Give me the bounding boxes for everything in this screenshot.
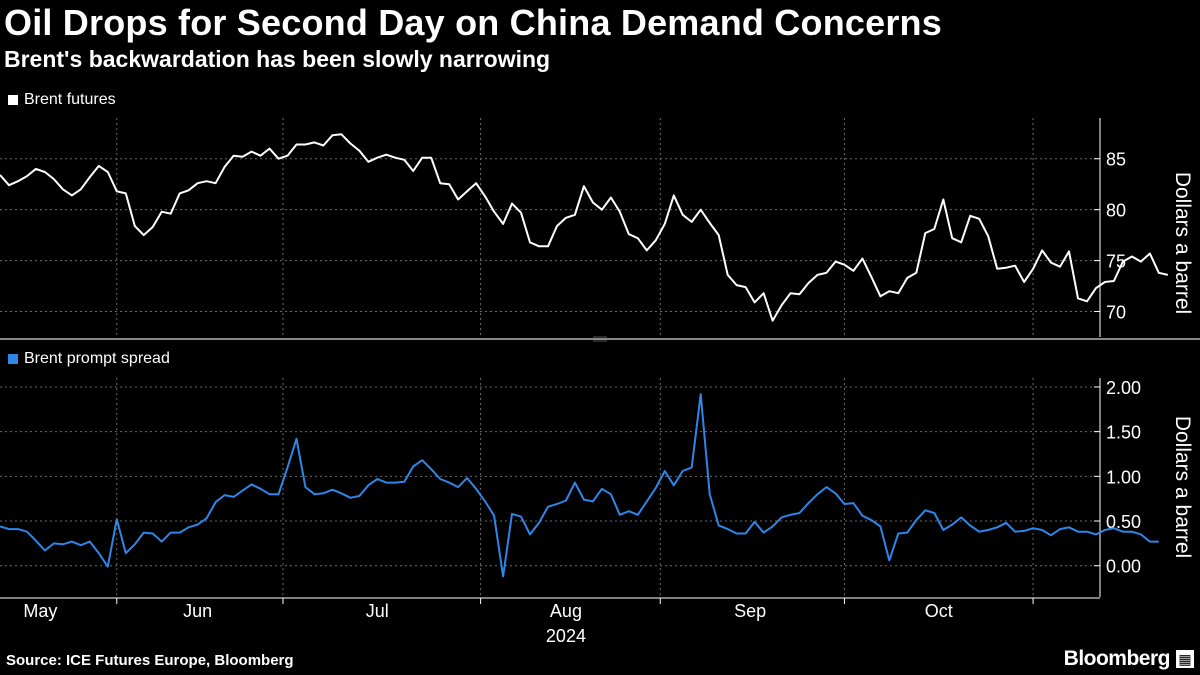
terminal-icon: ▦ bbox=[1176, 650, 1194, 668]
spread-ytick-label: 1.00 bbox=[1106, 467, 1141, 487]
legend-label-brent: Brent futures bbox=[24, 91, 116, 108]
source-note: Source: ICE Futures Europe, Bloomberg bbox=[6, 652, 294, 669]
x-month-label: Sep bbox=[734, 601, 766, 621]
legend-brent-futures: Brent futures bbox=[8, 91, 116, 109]
top-y-axis-label: Dollars a barrel bbox=[1171, 172, 1194, 314]
brent-spread-line bbox=[0, 393, 1159, 578]
x-year-label: 2024 bbox=[546, 626, 586, 646]
x-month-label: Oct bbox=[925, 601, 953, 621]
legend-swatch-spread bbox=[8, 354, 18, 364]
legend-label-spread: Brent prompt spread bbox=[24, 350, 170, 367]
brent-futures-line bbox=[0, 133, 1169, 322]
data-points bbox=[0, 134, 1168, 577]
chart-title: Oil Drops for Second Day on China Demand… bbox=[4, 2, 942, 43]
chart-subtitle: Brent's backwardation has been slowly na… bbox=[4, 46, 551, 72]
spread-ytick-label: 1.50 bbox=[1106, 423, 1141, 443]
x-month-label: Jun bbox=[183, 601, 212, 621]
x-month-label: May bbox=[23, 601, 57, 621]
spread-ytick-label: 2.00 bbox=[1106, 378, 1141, 398]
bottom-y-axis-label: Dollars a barrel bbox=[1171, 416, 1194, 558]
x-axis: May Jun Jul Aug Sep Oct 2024 bbox=[0, 597, 1100, 646]
bloomberg-logo: Bloomberg bbox=[1063, 647, 1171, 670]
bottom-y-axis: 0.00 0.50 1.00 1.50 2.00 bbox=[1094, 378, 1141, 597]
gridlines bbox=[0, 118, 1100, 597]
brent-ytick-label: 70 bbox=[1106, 303, 1126, 323]
brent-ytick-label: 80 bbox=[1106, 201, 1126, 221]
spread-ytick-label: 0.50 bbox=[1106, 512, 1141, 532]
brent-ytick-label: 85 bbox=[1106, 150, 1126, 170]
x-month-label: Jul bbox=[366, 601, 389, 621]
x-month-label: Aug bbox=[550, 601, 582, 621]
spread-ytick-label: 0.00 bbox=[1106, 557, 1141, 577]
legend-brent-spread: Brent prompt spread bbox=[8, 350, 170, 368]
legend-swatch-brent bbox=[8, 95, 18, 105]
